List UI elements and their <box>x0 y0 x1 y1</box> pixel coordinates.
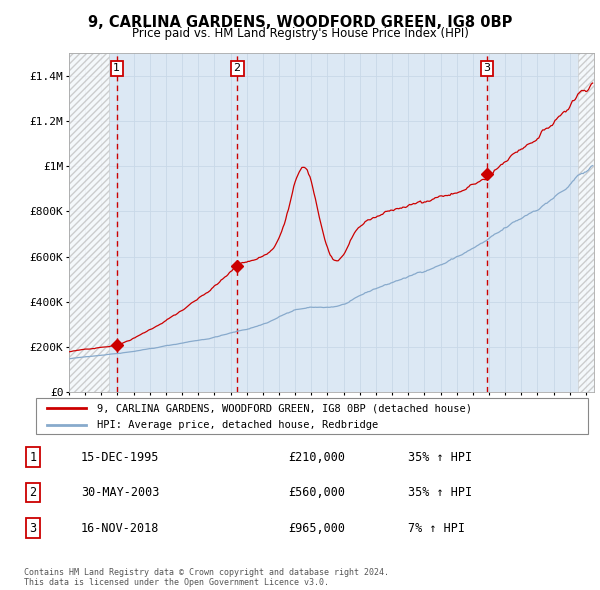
Text: 2: 2 <box>29 486 37 499</box>
Text: Price paid vs. HM Land Registry's House Price Index (HPI): Price paid vs. HM Land Registry's House … <box>131 27 469 40</box>
FancyBboxPatch shape <box>36 398 588 434</box>
Text: 16-NOV-2018: 16-NOV-2018 <box>81 522 160 535</box>
Text: 30-MAY-2003: 30-MAY-2003 <box>81 486 160 499</box>
Text: 1: 1 <box>29 451 37 464</box>
Text: 3: 3 <box>484 63 491 73</box>
Text: 3: 3 <box>29 522 37 535</box>
Text: Contains HM Land Registry data © Crown copyright and database right 2024.
This d: Contains HM Land Registry data © Crown c… <box>24 568 389 587</box>
Text: 2: 2 <box>233 63 241 73</box>
Text: HPI: Average price, detached house, Redbridge: HPI: Average price, detached house, Redb… <box>97 420 378 430</box>
Text: 7% ↑ HPI: 7% ↑ HPI <box>408 522 465 535</box>
Text: 15-DEC-1995: 15-DEC-1995 <box>81 451 160 464</box>
Text: 35% ↑ HPI: 35% ↑ HPI <box>408 451 472 464</box>
Text: £965,000: £965,000 <box>288 522 345 535</box>
Text: 9, CARLINA GARDENS, WOODFORD GREEN, IG8 0BP: 9, CARLINA GARDENS, WOODFORD GREEN, IG8 … <box>88 15 512 30</box>
Text: £210,000: £210,000 <box>288 451 345 464</box>
Text: 35% ↑ HPI: 35% ↑ HPI <box>408 486 472 499</box>
Text: £560,000: £560,000 <box>288 486 345 499</box>
Text: 9, CARLINA GARDENS, WOODFORD GREEN, IG8 0BP (detached house): 9, CARLINA GARDENS, WOODFORD GREEN, IG8 … <box>97 403 472 413</box>
Text: 1: 1 <box>113 63 121 73</box>
